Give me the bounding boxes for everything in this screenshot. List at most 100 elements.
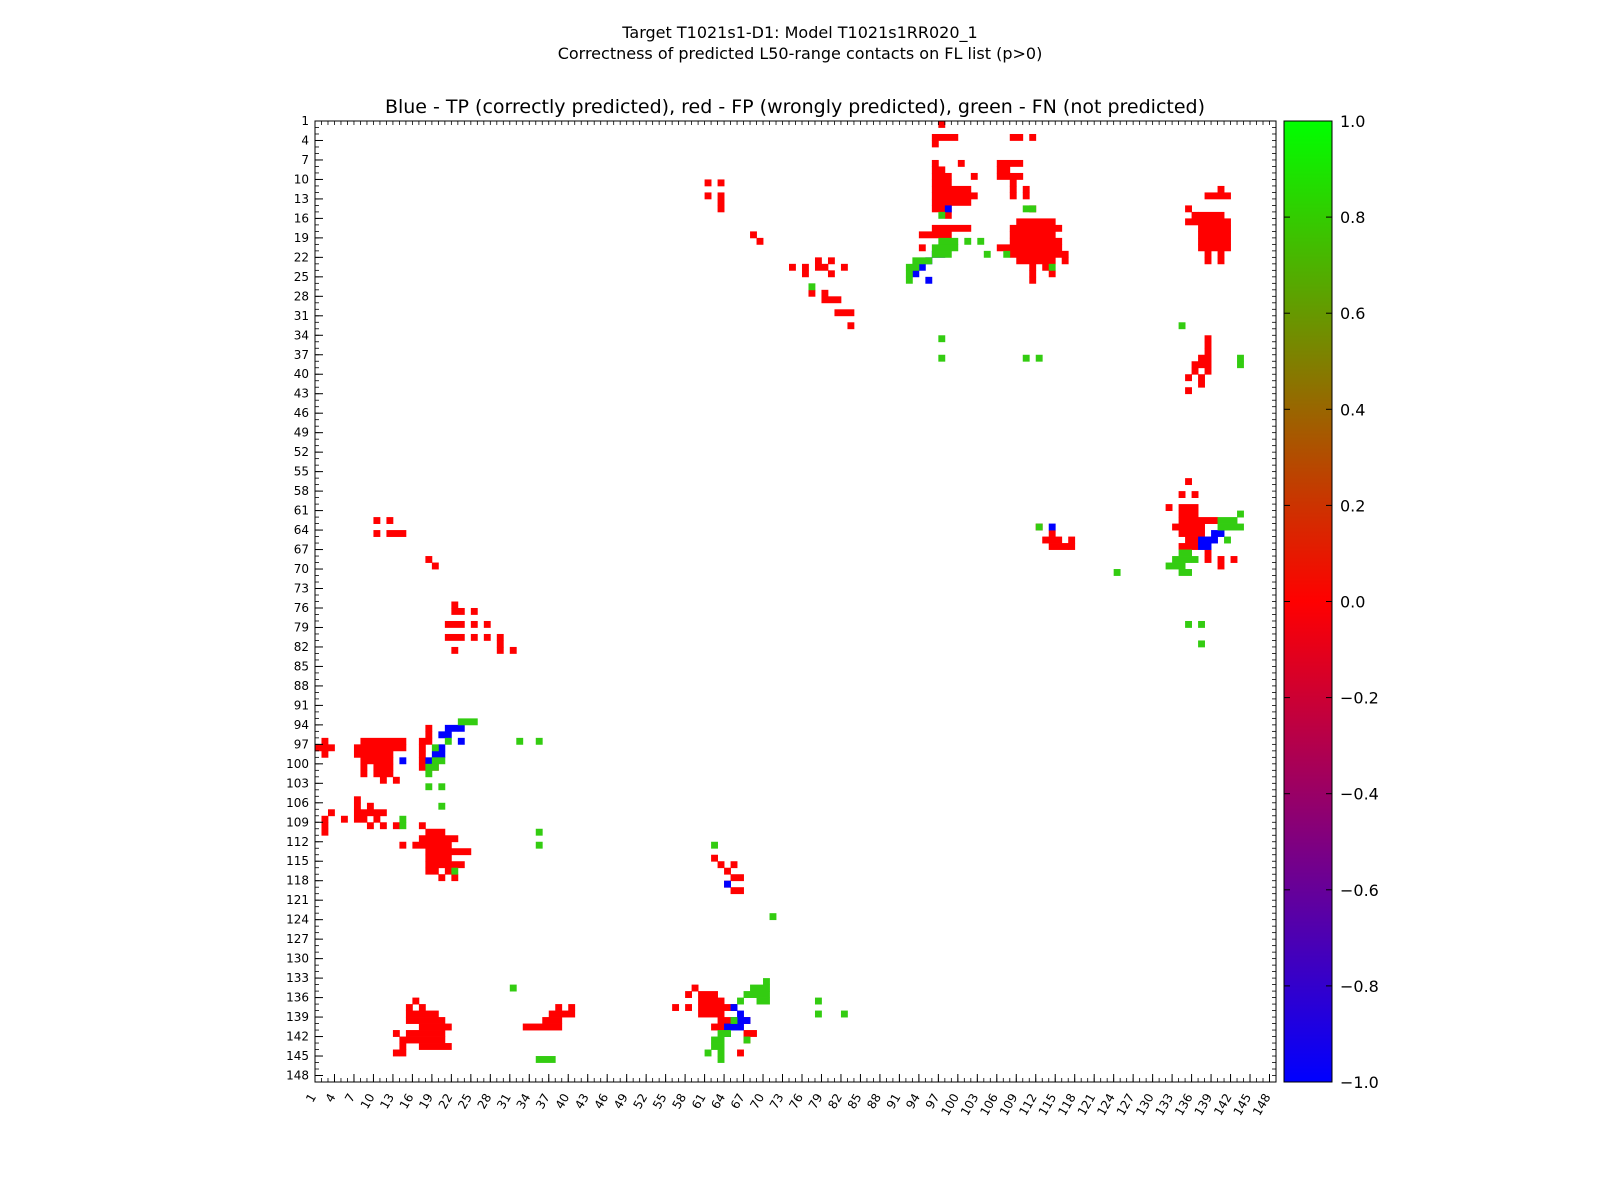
x-tick-label: 136	[1172, 1091, 1196, 1118]
contact-cell-fp	[1198, 237, 1231, 245]
contact-cell-fp	[373, 517, 381, 524]
contact-cell-fp	[321, 744, 329, 752]
contact-cell-fp	[425, 861, 465, 869]
contact-cell-fp	[399, 841, 407, 849]
contact-cell-fn	[1237, 354, 1244, 362]
contact-cell-fp	[451, 607, 465, 615]
contact-cell-fp	[970, 172, 978, 180]
y-tick-label: 118	[286, 874, 309, 888]
contact-cell-fp	[814, 263, 829, 271]
x-tick-label: 4	[323, 1091, 339, 1105]
y-tick-label: 61	[294, 504, 309, 518]
contact-cell-fp	[451, 601, 459, 609]
x-tick-label: 64	[708, 1091, 728, 1111]
x-tick-label: 82	[825, 1091, 845, 1111]
contact-cell-fp	[496, 633, 504, 641]
colorbar-tick-label: 0.4	[1340, 400, 1365, 419]
contact-cell-fn	[1022, 354, 1030, 362]
contact-cell-fp	[957, 159, 965, 167]
contact-cell-fp	[418, 757, 426, 765]
contact-cell-fp	[1191, 491, 1199, 498]
contact-cell-fp	[711, 854, 718, 862]
x-tick-label: 31	[494, 1091, 514, 1111]
x-tick-label: 124	[1094, 1091, 1118, 1118]
contact-cell-fn	[438, 783, 446, 791]
colorbar-tick-label: 0.0	[1340, 593, 1365, 612]
contact-cell-tp	[457, 724, 465, 732]
contact-cell-fp	[496, 646, 504, 654]
contact-cell-tp	[730, 1017, 751, 1024]
contact-cell-fp	[353, 802, 361, 810]
y-tick-label: 133	[286, 971, 309, 985]
y-tick-label: 79	[294, 620, 309, 634]
y-tick-label: 52	[294, 445, 309, 459]
contact-cell-fp	[315, 744, 322, 752]
y-tick-label: 103	[286, 776, 309, 790]
contact-cell-fn	[1035, 354, 1043, 362]
contact-cell-fn	[730, 1017, 738, 1024]
contact-cell-tp	[1198, 536, 1218, 544]
x-tick-label: 28	[475, 1091, 495, 1111]
contact-cell-fp	[373, 815, 381, 823]
contact-cell-fn	[983, 250, 991, 258]
x-tick-label: 121	[1075, 1091, 1099, 1118]
contact-cell-fn	[1185, 620, 1192, 628]
contact-cell-fn	[756, 997, 770, 1005]
y-tick-label: 130	[286, 952, 309, 966]
contact-cell-fp	[405, 1030, 446, 1037]
colorbar-tick-label: −1.0	[1340, 1073, 1379, 1092]
x-tick-label: 106	[977, 1091, 1001, 1118]
contact-cell-fn	[1178, 549, 1192, 557]
plot-frame	[314, 120, 1277, 1083]
contact-cell-fp	[360, 757, 394, 765]
contact-cell-fp	[821, 289, 829, 297]
contact-cell-fn	[905, 263, 920, 271]
contact-cell-fp	[717, 198, 725, 206]
contact-cell-fp	[1217, 185, 1225, 193]
contact-cell-fn	[964, 237, 972, 245]
contact-cell-fp	[685, 991, 692, 998]
y-tick-label: 124	[286, 913, 309, 927]
contact-cell-fp	[996, 172, 1024, 180]
contact-cell-fp	[704, 192, 712, 200]
x-tick-label: 37	[533, 1091, 553, 1111]
contact-cell-fn	[711, 1043, 725, 1050]
contact-cell-fp	[392, 822, 400, 830]
contact-cell-fn	[711, 1036, 725, 1044]
contact-cell-fp	[1048, 270, 1056, 278]
contact-cell-fp	[496, 640, 504, 648]
x-tick-label: 16	[397, 1091, 417, 1111]
contact-cell-fn	[1217, 523, 1244, 531]
contact-cell-fp	[724, 867, 731, 875]
contact-cell-fn	[1191, 556, 1199, 563]
y-tick-label: 28	[294, 289, 309, 303]
y-tick-label: 34	[294, 328, 309, 342]
x-tick-label: 115	[1036, 1091, 1060, 1118]
contact-cell-fp	[425, 854, 452, 862]
contact-cell-fn	[750, 984, 770, 992]
contact-cell-tp	[399, 757, 407, 765]
y-tick-label: 22	[294, 250, 309, 264]
contact-cell-fp	[1009, 224, 1063, 232]
contact-cell-fp	[1217, 562, 1225, 570]
y-tick-label: 106	[286, 796, 309, 810]
y-tick-label: 136	[286, 991, 309, 1005]
contact-cell-fp	[1198, 354, 1212, 362]
contact-cell-fn	[425, 783, 433, 791]
contact-cell-fp	[366, 802, 374, 810]
y-tick-label: 46	[294, 406, 309, 420]
contact-cell-fp	[425, 724, 433, 732]
contact-cell-fp	[698, 1010, 725, 1018]
figure-title-line-1: Target T1021s1-D1: Model T1021s1RR020_1	[621, 23, 977, 43]
contact-cell-fn	[431, 744, 439, 752]
colorbar-ticks: 1.0 0.8 0.6 0.4 0.2 0.0 −0.2 −0.4 −0.6 −0.8 −1.0	[1284, 112, 1379, 1092]
contact-cell-fp	[1204, 348, 1212, 356]
x-tick-label: 79	[806, 1091, 826, 1111]
colorbar-tick-label: 0.2	[1340, 496, 1365, 515]
contact-cell-fp	[944, 211, 952, 219]
y-tick-label: 91	[294, 698, 309, 712]
x-tick-label: 127	[1114, 1091, 1138, 1118]
contact-cell-fn	[840, 1010, 848, 1018]
contact-cell-fp	[392, 776, 400, 784]
contact-cell-fp	[918, 244, 926, 252]
